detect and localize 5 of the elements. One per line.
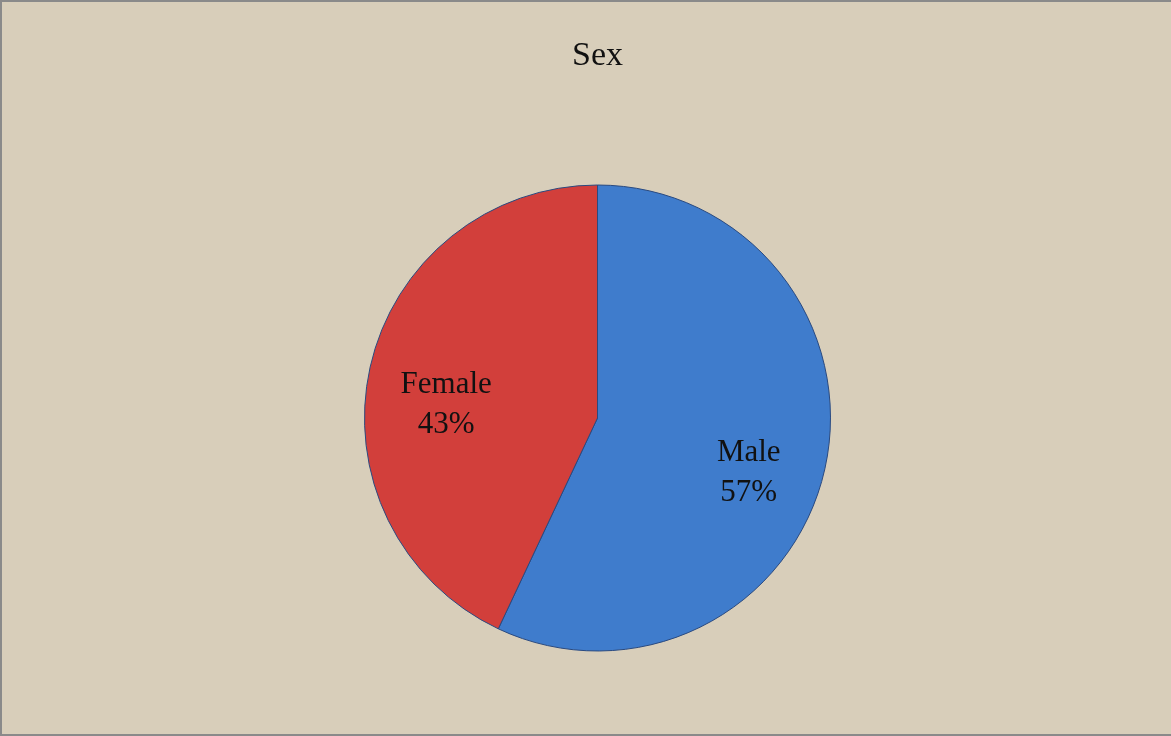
data-label: 57% xyxy=(720,472,778,508)
slice-label: Male xyxy=(716,432,781,468)
slice-label: Female xyxy=(400,365,492,401)
chart-title: Sex xyxy=(572,35,623,72)
data-label: 43% xyxy=(417,405,475,441)
